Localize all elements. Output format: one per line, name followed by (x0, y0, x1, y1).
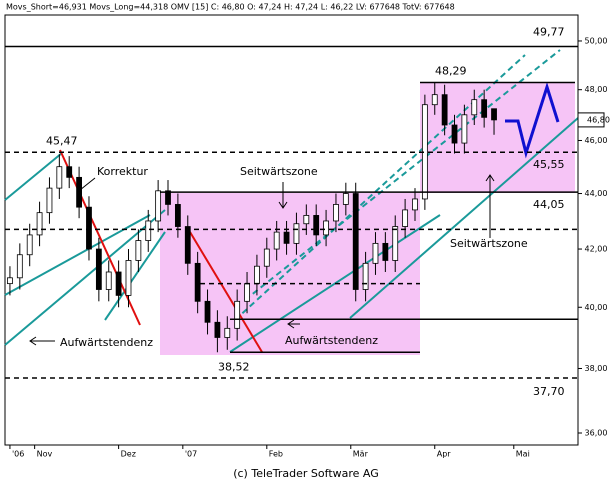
candle-body (135, 240, 142, 261)
x-tick-label: '07 (185, 450, 197, 459)
x-tick-label: '06 (12, 450, 24, 459)
candle-body (303, 215, 310, 225)
candle-body (431, 94, 438, 106)
candle-body (323, 220, 329, 236)
sideways-zone (160, 193, 420, 355)
correction-line (189, 231, 263, 353)
candle-body (56, 166, 63, 189)
candle-body (263, 248, 270, 267)
arrow (287, 319, 300, 329)
candle-body (441, 94, 448, 126)
candle-body (66, 166, 73, 178)
candle-body (392, 226, 399, 261)
candle-body (412, 198, 418, 211)
correction-line (59, 149, 141, 326)
candle-body (86, 206, 92, 250)
candle-body (105, 271, 112, 290)
candle-body (194, 262, 201, 302)
level-label: 45,55 (533, 158, 565, 171)
y-tick-label: 50,00 (585, 36, 608, 45)
y-tick-label: 48,00 (585, 85, 608, 94)
candle-body (491, 108, 497, 121)
candle-body (36, 212, 43, 236)
candle-body (372, 242, 379, 264)
candle-body (283, 231, 290, 244)
x-tick-label: Mär (353, 450, 369, 459)
arrow (485, 174, 495, 238)
arrows (29, 174, 495, 346)
candle-body (382, 242, 389, 261)
annotation: Aufwärtstendenz (285, 334, 378, 347)
candle-body (16, 254, 23, 279)
arrow (278, 182, 288, 209)
candle-body (342, 193, 349, 205)
level-label: 49,77 (533, 25, 565, 38)
candle-body (362, 262, 369, 290)
candle-body (461, 114, 468, 144)
annotation: Aufwärtstendenz (60, 336, 153, 349)
candle-body (352, 193, 359, 290)
arrow (79, 177, 96, 191)
level-label: 44,05 (533, 198, 565, 211)
level-label: 46,80 (587, 115, 610, 124)
annotation: Seitwärtszone (450, 237, 528, 250)
candle-body (273, 231, 280, 250)
x-tick-label: Apr (437, 450, 452, 459)
candle-body (95, 248, 102, 290)
arrow (29, 336, 55, 346)
candle-body (184, 226, 191, 264)
marks (7, 82, 497, 353)
trend-line (234, 54, 526, 321)
footer: (c) TeleTrader Software AG (233, 467, 379, 480)
candle-body (174, 204, 181, 227)
x-tick-label: Dez (121, 450, 136, 459)
candle-body (165, 190, 171, 205)
trend-line (349, 117, 579, 319)
candle-body (46, 187, 53, 214)
header: Movs_Short=46,931 Movs_Long=44,318 OMV [… (6, 3, 455, 12)
y-tick-label: 36,00 (585, 429, 608, 438)
candle-body (214, 321, 221, 338)
y-tick-label: 38,00 (585, 364, 608, 373)
candle-body (224, 327, 231, 338)
y-tick-label: 44,00 (585, 189, 608, 198)
candle-body (402, 209, 409, 227)
level-label: 45,47 (46, 134, 78, 147)
x-tick-label: Feb (269, 450, 283, 459)
candle-body (155, 190, 162, 222)
price-box (577, 112, 605, 128)
x-tick-label: Nov (37, 450, 53, 459)
candle-body (293, 223, 300, 244)
candle-body (115, 271, 122, 296)
y-tick-label: 46,00 (585, 136, 608, 145)
level-label: 38,52 (218, 360, 250, 373)
x-tick-label: Mai (516, 450, 530, 459)
level-label: 37,70 (533, 385, 565, 398)
candle-body (244, 283, 250, 302)
trend-line (244, 49, 561, 301)
candle-body (76, 176, 82, 208)
level-label: 48,29 (435, 64, 467, 77)
candle-body (125, 260, 132, 296)
candle-body (7, 277, 13, 285)
candle-body (333, 204, 339, 222)
candle-body (471, 99, 478, 116)
trend-line (4, 152, 63, 201)
candle-body (145, 220, 152, 241)
candle-body (481, 99, 488, 118)
candle-body (26, 234, 33, 256)
annotation: Seitwärtszone (240, 165, 318, 178)
candle-body (204, 300, 211, 323)
y-tick-label: 40,00 (585, 303, 608, 312)
candle-body (234, 300, 241, 329)
trend-line (4, 214, 151, 296)
candle-body (254, 265, 260, 285)
y-tick-label: 42,00 (585, 245, 608, 254)
trend-line (104, 231, 166, 321)
candle-body (313, 215, 320, 236)
candle-body (451, 124, 458, 144)
annotation: Korrektur (97, 165, 148, 178)
forecast (505, 82, 560, 159)
